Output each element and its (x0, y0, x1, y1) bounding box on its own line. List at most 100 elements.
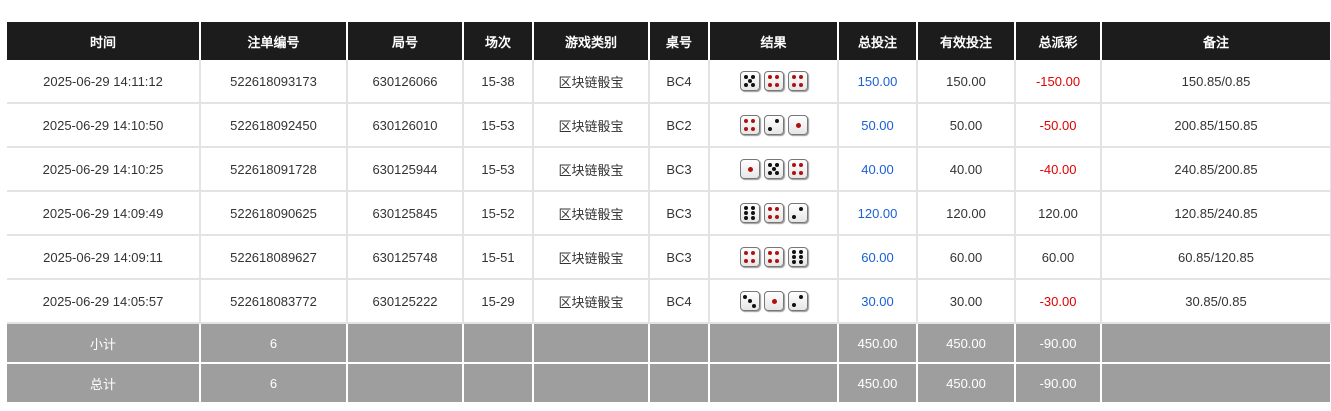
table-cell: 6 (200, 323, 348, 364)
table-cell: 450.00 (917, 363, 1016, 404)
table-cell: BC2 (649, 103, 710, 148)
dice-result-cell (709, 235, 839, 280)
table-cell: 450.00 (838, 363, 918, 404)
table-cell: 120.00 (917, 191, 1016, 236)
table-row: 2025-06-29 14:11:12 522618093173 630126066… (7, 60, 1331, 104)
dice-result-cell (709, 191, 839, 236)
table-cell: 60.85/120.85 (1101, 235, 1331, 280)
table-cell: 630125944 (347, 147, 464, 192)
table-cell: 区块链骰宝 (533, 60, 650, 104)
table-cell: 630125748 (347, 235, 464, 280)
table-cell: BC4 (649, 279, 710, 324)
table-cell: BC3 (649, 191, 710, 236)
table-cell: 小计 (7, 323, 201, 364)
column-header: 结果 (709, 22, 839, 60)
table-cell: 120.00 (1015, 191, 1102, 236)
die-1-icon (787, 115, 808, 135)
table-cell: 522618090625 (200, 191, 348, 236)
column-header: 时间 (7, 22, 201, 60)
table-cell (709, 363, 839, 404)
table-cell: BC4 (649, 60, 710, 104)
table-cell: 区块链骰宝 (533, 279, 650, 324)
table-cell: 630125222 (347, 279, 464, 324)
table-cell: 240.85/200.85 (1101, 147, 1331, 192)
table-cell: 150.00 (917, 60, 1016, 104)
dice-result-cell (709, 103, 839, 148)
table-cell: 60.00 (838, 235, 918, 280)
column-header: 总投注 (838, 22, 918, 60)
table-cell (649, 323, 710, 364)
table-cell: 60.00 (1015, 235, 1102, 280)
die-5-icon (739, 71, 760, 91)
table-cell: 450.00 (838, 323, 918, 364)
table-cell: 2025-06-29 14:09:49 (7, 191, 201, 236)
table-cell: 2025-06-29 14:10:50 (7, 103, 201, 148)
table-cell: 30.00 (917, 279, 1016, 324)
table-cell (347, 323, 464, 364)
table-cell: 50.00 (838, 103, 918, 148)
table-header-row: 时间 注单编号 局号 场次 游戏类别 桌号 结果 总投注 有效投注 总派彩 备注 (7, 22, 1331, 60)
table-cell: 区块链骰宝 (533, 191, 650, 236)
table-cell (1101, 363, 1331, 404)
table-cell: 50.00 (917, 103, 1016, 148)
table-cell: 15-53 (463, 103, 534, 148)
table-cell (463, 363, 534, 404)
table-cell: 2025-06-29 14:09:11 (7, 235, 201, 280)
table-cell: 60.00 (917, 235, 1016, 280)
table-cell: 120.00 (838, 191, 918, 236)
die-4-icon (763, 71, 784, 91)
table-cell: 区块链骰宝 (533, 147, 650, 192)
column-header: 场次 (463, 22, 534, 60)
table-cell: 15-38 (463, 60, 534, 104)
table-cell: 630126010 (347, 103, 464, 148)
table-cell: 15-52 (463, 191, 534, 236)
table-cell: 2025-06-29 14:11:12 (7, 60, 201, 104)
column-header: 桌号 (649, 22, 710, 60)
table-cell: -30.00 (1015, 279, 1102, 324)
column-header: 总派彩 (1015, 22, 1102, 60)
table-cell (347, 363, 464, 404)
bet-records-table: 时间 注单编号 局号 场次 游戏类别 桌号 结果 总投注 有效投注 总派彩 备注 2025-06-2… (7, 22, 1331, 404)
table-cell: -150.00 (1015, 60, 1102, 104)
table-cell: 150.00 (838, 60, 918, 104)
table-cell: -90.00 (1015, 363, 1102, 404)
die-4-icon (787, 71, 808, 91)
die-2-icon (787, 203, 808, 223)
table-cell: 200.85/150.85 (1101, 103, 1331, 148)
table-cell: 40.00 (917, 147, 1016, 192)
table-cell: 630126066 (347, 60, 464, 104)
table-cell (709, 323, 839, 364)
table-cell: 522618083772 (200, 279, 348, 324)
table-cell (533, 363, 650, 404)
table-cell: -40.00 (1015, 147, 1102, 192)
die-4-icon (763, 203, 784, 223)
table-cell: 总计 (7, 363, 201, 404)
die-5-icon (763, 159, 784, 179)
column-header: 局号 (347, 22, 464, 60)
table-cell: BC3 (649, 235, 710, 280)
die-2-icon (763, 115, 784, 135)
table-row: 2025-06-29 14:09:11 522618089627 630125748… (7, 235, 1331, 280)
table-cell: 15-29 (463, 279, 534, 324)
table-cell: 区块链骰宝 (533, 103, 650, 148)
table-cell: 630125845 (347, 191, 464, 236)
table-cell: -50.00 (1015, 103, 1102, 148)
column-header: 注单编号 (200, 22, 348, 60)
die-1-icon (739, 159, 760, 179)
table-cell: 30.00 (838, 279, 918, 324)
die-4-icon (739, 247, 760, 267)
dice-result-cell (709, 147, 839, 192)
die-4-icon (763, 247, 784, 267)
die-6-icon (739, 203, 760, 223)
table-row: 2025-06-29 14:10:50 522618092450 630126010… (7, 103, 1331, 148)
table-cell: -90.00 (1015, 323, 1102, 364)
table-cell: 522618092450 (200, 103, 348, 148)
table-cell: 15-51 (463, 235, 534, 280)
table-cell (649, 363, 710, 404)
die-4-icon (739, 115, 760, 135)
table-cell (1101, 323, 1331, 364)
die-1-icon (763, 291, 784, 311)
table-cell: 区块链骰宝 (533, 235, 650, 280)
die-4-icon (787, 159, 808, 179)
table-row: 2025-06-29 14:09:49 522618090625 630125845… (7, 191, 1331, 236)
